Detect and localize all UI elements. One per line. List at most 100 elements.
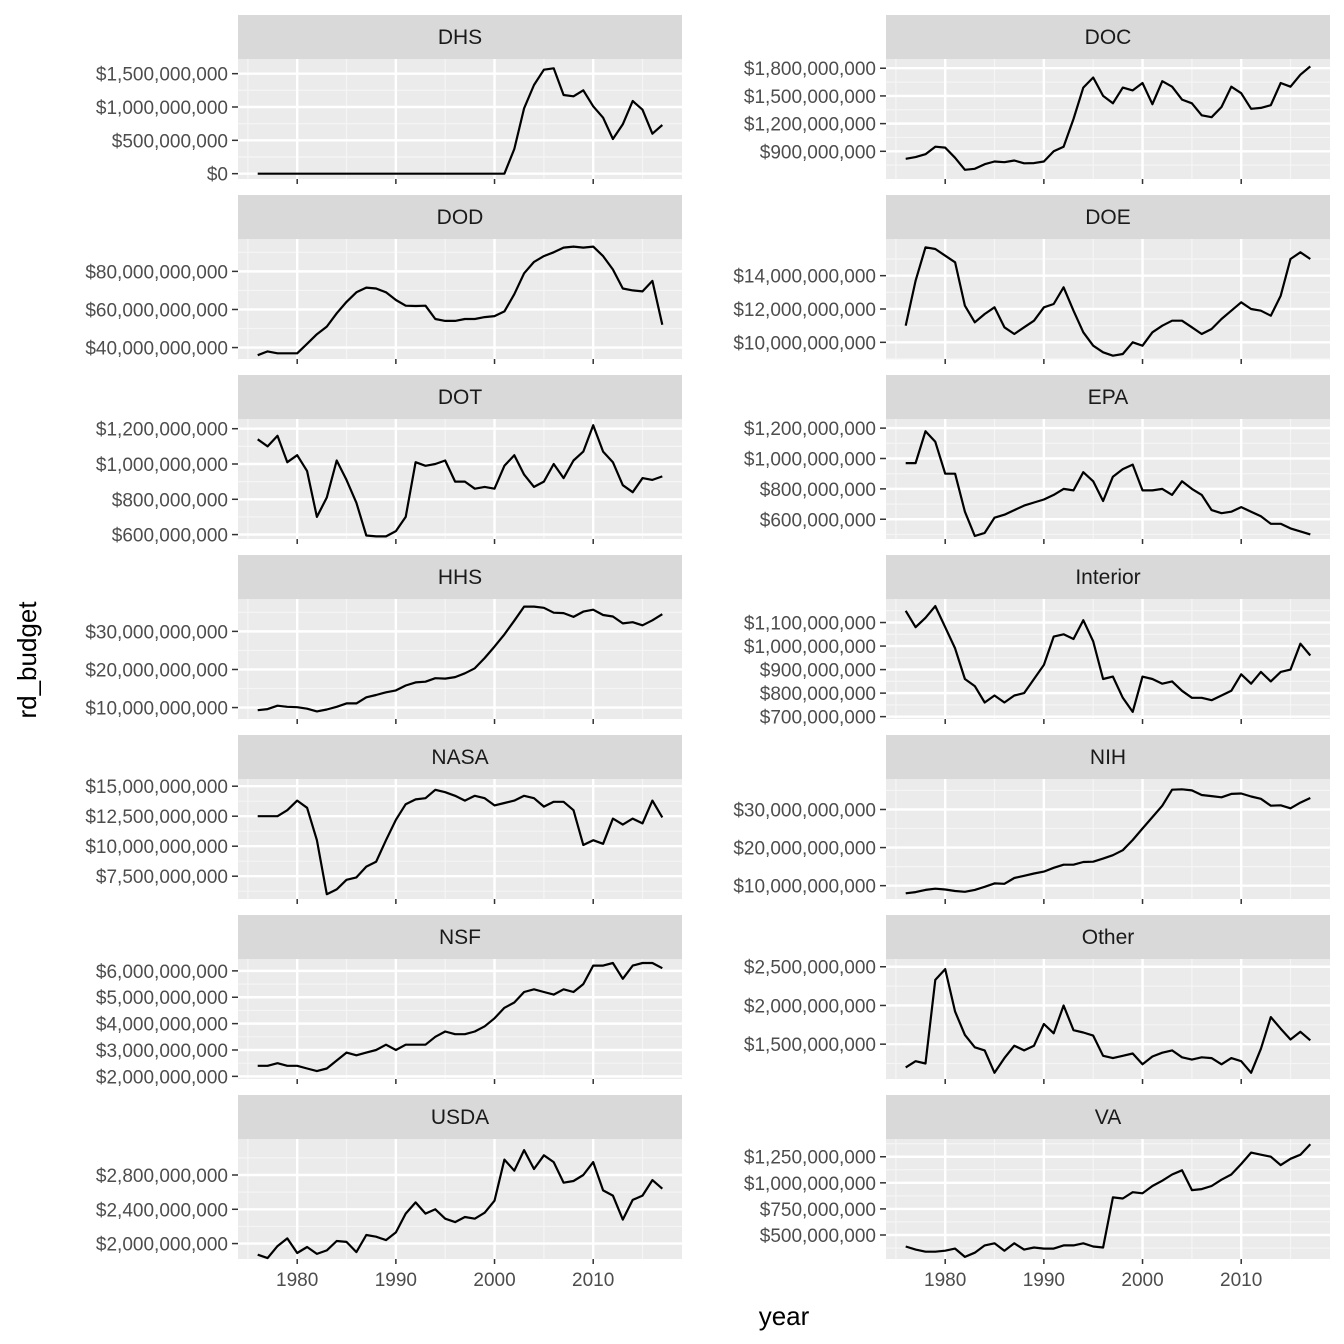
facet-title: VA	[1095, 1106, 1121, 1129]
facet-strip	[886, 915, 1330, 959]
panel-background	[238, 599, 682, 719]
facet-title: DOD	[437, 206, 484, 229]
y-tick-label: $2,500,000,000	[744, 958, 876, 979]
panel-background	[886, 239, 1330, 359]
y-tick-label: $2,800,000,000	[96, 1166, 228, 1187]
facet-nsf: NSF $2,000,000,000 $3,000,000,000 $4,000,00…	[96, 915, 682, 1088]
y-tick-label: $1,800,000,000	[744, 59, 876, 80]
y-tick-label: $10,000,000,000	[733, 877, 876, 898]
y-tick-label: $700,000,000	[760, 708, 876, 729]
y-tick-label: $4,000,000,000	[96, 1015, 228, 1036]
facet-title: DOE	[1085, 206, 1131, 229]
series-line-nih	[905, 788, 1311, 895]
y-tick-label: $500,000,000	[112, 131, 228, 152]
x-tick-label: 1980	[276, 1270, 318, 1291]
y-tick-label: $2,000,000,000	[744, 996, 876, 1017]
panel-background	[886, 959, 1330, 1079]
y-tick-label: $10,000,000,000	[85, 699, 228, 720]
panel-background	[886, 779, 1330, 899]
y-tick-label: $6,000,000,000	[96, 962, 228, 983]
x-tick-label: 1990	[375, 1270, 417, 1291]
x-tick-label: 2010	[1220, 1270, 1262, 1291]
x-tick-label: 2010	[572, 1270, 614, 1291]
facet-doc: DOC $900,000,000 $1,200,000,000 $1,500,000,…	[744, 15, 1330, 184]
panel-background	[238, 959, 682, 1079]
facet-epa: EPA $600,000,000 $800,000,000 $1,000,000,00…	[744, 375, 1330, 544]
y-tick-label: $800,000,000	[760, 684, 876, 705]
facet-nih: NIH $10,000,000,000 $20,000,000,000 $30,000…	[733, 735, 1330, 904]
y-tick-label: $10,000,000,000	[733, 333, 876, 354]
series-line-nsf	[257, 961, 663, 1073]
y-tick-label: $1,500,000,000	[96, 65, 228, 86]
facet-title: DOT	[438, 386, 483, 409]
facet-title: NIH	[1090, 746, 1126, 769]
panel-background	[238, 239, 682, 359]
facet-title: EPA	[1088, 386, 1128, 409]
y-tick-label: $1,000,000,000	[744, 1174, 876, 1195]
y-tick-label: $3,000,000,000	[96, 1041, 228, 1062]
y-tick-label: $15,000,000,000	[85, 777, 228, 798]
y-tick-label: $20,000,000,000	[733, 839, 876, 860]
y-tick-label: $1,000,000,000	[96, 455, 228, 476]
facet-strip	[238, 1095, 682, 1139]
facet-interior: Interior $700,000,000 $800,000,000$900,000…	[744, 555, 1330, 729]
y-tick-label: $1,250,000,000	[744, 1148, 876, 1169]
panel-background	[238, 59, 682, 179]
y-tick-label: $0	[207, 165, 228, 186]
facet-panels: DHS $0 $500,000,000 $1,000,000,000 $1,500,00…	[85, 15, 1330, 1264]
y-tick-label: $12,000,000,000	[733, 300, 876, 321]
facet-title: Other	[1082, 926, 1135, 949]
facet-nasa: NASA $7,500,000,000 $10,000,000,000 $12,500…	[85, 735, 682, 904]
y-tick-label: $80,000,000,000	[85, 262, 228, 283]
series-line-dod	[257, 245, 664, 357]
x-tick-label: 2000	[473, 1270, 515, 1291]
facet-strip	[886, 735, 1330, 779]
facet-strip	[886, 1095, 1330, 1139]
y-tick-label: $1,500,000,000	[744, 87, 876, 108]
y-tick-label: $1,100,000,000	[744, 614, 876, 635]
series-line-dot	[257, 424, 663, 538]
panel-background	[886, 419, 1330, 539]
y-tick-label: $1,000,000,000	[96, 98, 228, 119]
x-axis: 1980 1990 2000 2010 1980 1990 2000 2010	[276, 1270, 1262, 1291]
facet-strip	[238, 195, 682, 239]
series-line-other	[905, 967, 1312, 1074]
facet-strip	[238, 15, 682, 59]
panel-background	[886, 599, 1330, 719]
facet-title: DOC	[1085, 26, 1132, 49]
panel-background	[238, 419, 682, 539]
y-tick-label: $1,200,000,000	[744, 419, 876, 440]
y-tick-label: $1,200,000,000	[96, 420, 228, 441]
series-line-epa	[905, 430, 1311, 538]
x-tick-label: 1980	[924, 1270, 966, 1291]
series-line-nasa	[257, 788, 664, 896]
facet-title: NASA	[431, 746, 488, 769]
panel-background	[886, 59, 1330, 179]
facet-dhs: DHS $0 $500,000,000 $1,000,000,000 $1,500,00…	[96, 15, 682, 186]
y-tick-label: $900,000,000	[760, 142, 876, 163]
y-tick-label: $750,000,000	[760, 1200, 876, 1221]
y-tick-label: $1,000,000,000	[744, 449, 876, 470]
y-tick-label: $2,000,000,000	[96, 1067, 228, 1088]
facet-title: USDA	[431, 1106, 489, 1129]
facet-strip	[238, 735, 682, 779]
series-line-usda	[257, 1148, 664, 1260]
y-tick-label: $30,000,000,000	[733, 800, 876, 821]
facet-title: HHS	[438, 566, 482, 589]
series-line-hhs	[257, 605, 663, 713]
y-tick-label: $14,000,000,000	[733, 267, 876, 288]
y-tick-label: $800,000,000	[760, 480, 876, 501]
y-axis-title: rd_budget	[12, 601, 42, 719]
y-tick-label: $600,000,000	[112, 526, 228, 547]
facet-doe: DOE $10,000,000,000 $12,000,000,000 $14,000…	[733, 195, 1330, 364]
facet-strip	[886, 375, 1330, 419]
y-tick-label: $30,000,000,000	[85, 622, 228, 643]
y-tick-label: $2,400,000,000	[96, 1200, 228, 1221]
y-tick-label: $20,000,000,000	[85, 660, 228, 681]
facet-strip	[886, 555, 1330, 599]
series-line-doc	[905, 65, 1312, 171]
y-tick-label: $7,500,000,000	[96, 867, 228, 888]
panel-background	[238, 1139, 682, 1259]
facet-strip	[238, 915, 682, 959]
y-tick-label: $900,000,000	[760, 661, 876, 682]
